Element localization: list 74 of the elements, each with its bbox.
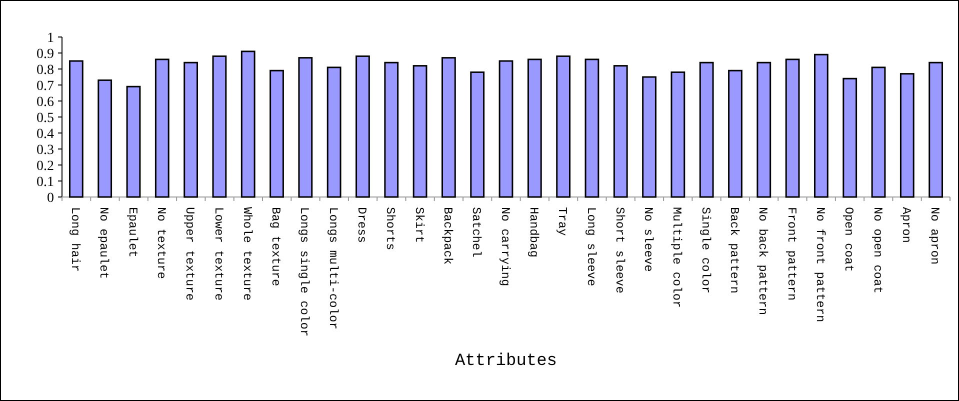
x-tick-label: No sleeve (641, 207, 656, 272)
bar (642, 76, 656, 198)
bar (154, 58, 170, 198)
bar (270, 70, 284, 198)
y-tick-label: 1 (47, 30, 54, 46)
x-tick-label: Long hair (68, 207, 82, 272)
bar (498, 60, 514, 198)
x-tick-label: Short sleeve (612, 207, 626, 294)
y-tick-label: 0.1 (36, 174, 54, 190)
x-tick-label: Longs single color (297, 207, 312, 337)
y-tick-label: 0.3 (36, 142, 54, 158)
x-tick-label: Shorts (383, 207, 398, 250)
y-tick-label: 0.6 (36, 94, 54, 110)
bar (613, 65, 628, 198)
x-tick-label: Back pattern (727, 207, 742, 294)
y-tick-label: 0.8 (36, 62, 54, 78)
x-tick-label: Skirt (412, 207, 426, 244)
x-tick-label: Tray (555, 207, 570, 236)
bar (584, 58, 600, 198)
bar (728, 70, 742, 198)
x-tick-label: Lower texture (211, 207, 226, 301)
bar (785, 58, 800, 198)
x-tick-label: Upper texture (182, 207, 197, 301)
x-tick-label: Whole texture (240, 207, 254, 301)
bar (184, 62, 198, 198)
bar (326, 66, 342, 198)
bar (699, 62, 714, 198)
bar (928, 62, 944, 198)
bar (441, 57, 456, 198)
x-tick-label: No apron (928, 207, 942, 265)
bar (240, 50, 256, 198)
bar (98, 79, 112, 198)
x-tick-label: Multiple color (670, 207, 684, 308)
bar (68, 60, 84, 198)
x-tick-label: Longs multi-color (326, 207, 340, 330)
x-tick-label: Long sleeve (584, 207, 598, 286)
bar (212, 55, 227, 198)
bar (384, 62, 399, 198)
y-tick-label: 0.5 (36, 110, 54, 126)
x-tick-label: No front pattern (813, 207, 827, 322)
x-tick-label: No texture (154, 207, 168, 280)
bar (126, 86, 141, 198)
x-tick-label: No carrying (498, 207, 512, 286)
x-tick-label: Front pattern (784, 207, 798, 301)
y-tick-label: 0.7 (36, 78, 54, 94)
x-tick-label: Epaulet (125, 207, 140, 258)
y-tick-label: 0 (47, 190, 54, 206)
x-tick-label: Apron (898, 207, 913, 244)
y-tick-label: 0.9 (36, 46, 54, 62)
bar (412, 65, 428, 198)
x-tick-label: Dress (354, 207, 369, 244)
bar (527, 58, 542, 198)
bar (670, 71, 686, 198)
bar (842, 78, 858, 198)
bar (470, 71, 485, 198)
bar (556, 55, 571, 198)
y-tick-label: 0.2 (36, 158, 54, 174)
bar (900, 73, 914, 198)
x-tick-label: No epaulet (96, 207, 111, 280)
x-tick-label: No open coat (870, 207, 884, 294)
bar (756, 62, 772, 198)
x-tick-label: Bag texture (268, 207, 283, 286)
bar (356, 55, 370, 198)
x-axis-title: Attributes (454, 352, 558, 371)
bar (871, 66, 886, 198)
x-tick-label: Backpack (440, 207, 454, 265)
x-tick-label: Handbag (526, 207, 540, 258)
bar (298, 57, 313, 198)
x-tick-label: Open coat (842, 207, 856, 272)
x-tick-label: No back pattern (756, 207, 770, 316)
bar (814, 54, 828, 198)
x-tick-label: Single color (698, 207, 712, 294)
y-tick-label: 0.4 (36, 126, 54, 142)
x-tick-label: Satchel (469, 207, 484, 258)
